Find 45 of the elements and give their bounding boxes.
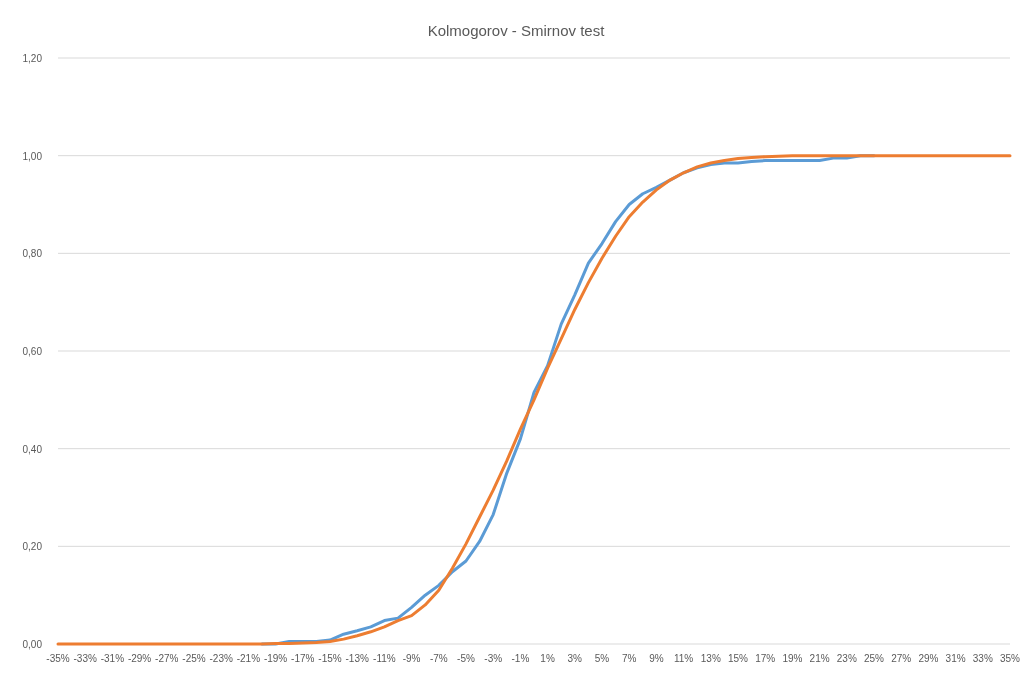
x-tick-label: -7%	[429, 653, 448, 664]
x-tick-label: -15%	[318, 653, 342, 664]
x-tick-label: -9%	[402, 653, 421, 664]
x-tick-label: -27%	[155, 653, 179, 664]
x-tick-label: -1%	[511, 653, 530, 664]
x-tick-label: -33%	[73, 653, 97, 664]
x-tick-label: 13%	[700, 653, 721, 664]
x-tick-label: 9%	[649, 653, 664, 664]
x-tick-label: -17%	[291, 653, 315, 664]
x-tick-label: 27%	[891, 653, 912, 664]
x-tick-label: -13%	[345, 653, 369, 664]
x-tick-label: 17%	[755, 653, 776, 664]
x-tick-label: -31%	[100, 653, 125, 664]
x-tick-label: 29%	[918, 653, 939, 664]
y-tick-label: 0,60	[22, 346, 43, 357]
x-tick-label: -25%	[182, 653, 206, 664]
chart-title: Kolmogorov - Smirnov test	[427, 22, 606, 39]
x-tick-label: 25%	[863, 653, 885, 664]
x-tick-label: -3%	[484, 653, 503, 664]
x-tick-label: 21%	[809, 653, 830, 664]
x-tick-label: 11%	[673, 653, 694, 664]
x-tick-label: 1%	[540, 653, 555, 664]
y-tick-label: 0,80	[22, 248, 43, 260]
x-tick-label: -23%	[209, 653, 233, 664]
x-tick-label: 5%	[594, 653, 610, 664]
x-tick-label: -29%	[127, 653, 152, 664]
line-series	[56, 154, 1012, 646]
x-tick-label: -11%	[373, 653, 396, 664]
x-tick-label: 3%	[567, 653, 583, 664]
y-tick-label: 0,40	[22, 443, 43, 455]
x-tick-label: 35%	[999, 653, 1021, 664]
x-tick-label: 7%	[621, 653, 637, 664]
y-tick-label: 0,20	[22, 541, 43, 553]
x-tick-label: 23%	[836, 653, 857, 664]
y-tick-label: 1,00	[22, 150, 43, 162]
x-tick-label: -35%	[46, 653, 70, 664]
x-tick-label: 19%	[782, 653, 803, 664]
x-tick-label: 15%	[727, 653, 749, 664]
y-tick-label: 1,20	[22, 53, 43, 64]
x-tick-label: 33%	[972, 653, 993, 664]
x-tick-label: -21%	[236, 653, 261, 664]
x-tick-label: 31%	[945, 653, 966, 664]
y-tick-label: 0,00	[22, 639, 43, 650]
x-tick-label: -5%	[457, 653, 475, 664]
x-tick-label: -19%	[263, 653, 288, 664]
